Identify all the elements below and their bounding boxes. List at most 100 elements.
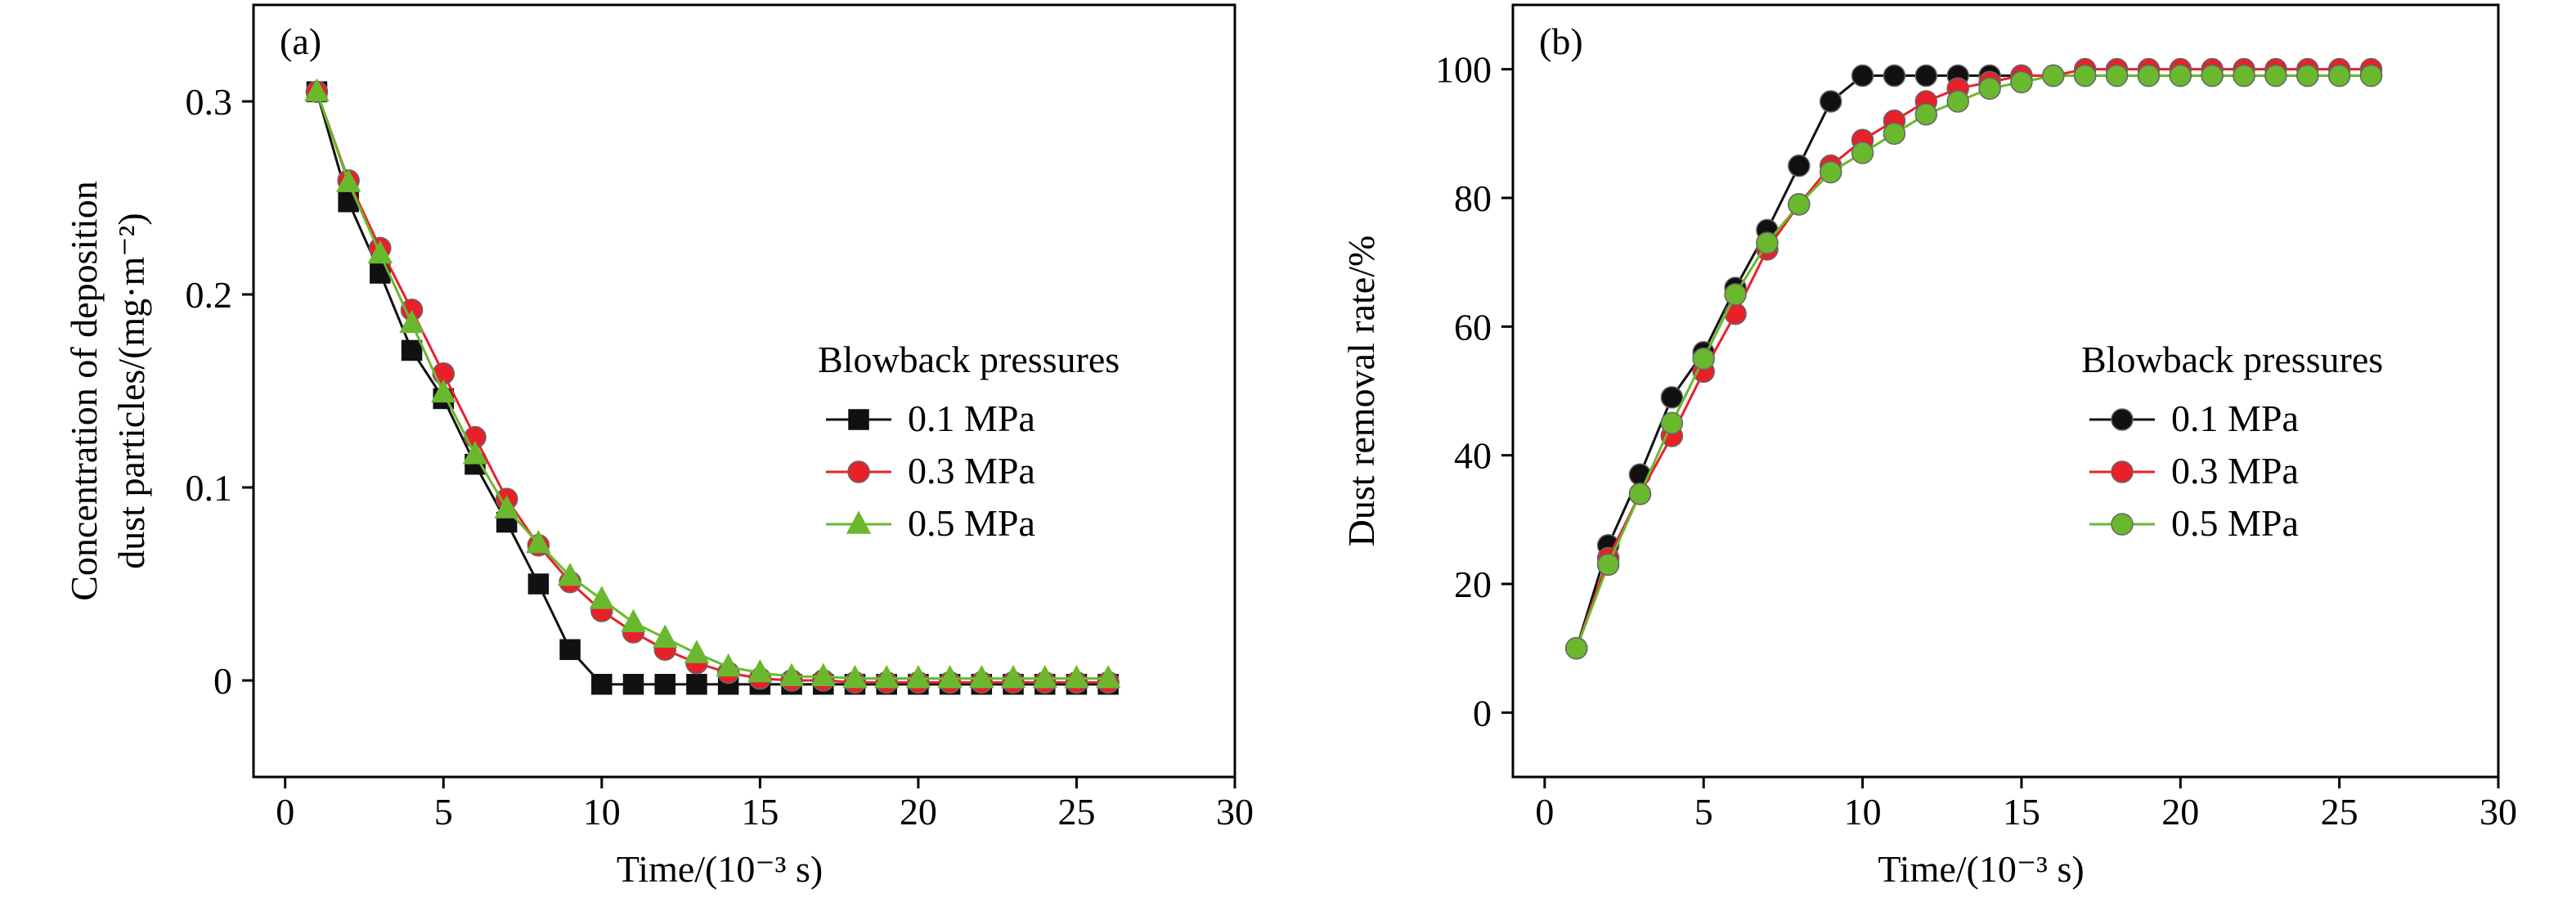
- xtick-label: 10: [1844, 791, 1882, 833]
- data-point: [2359, 64, 2383, 88]
- xtick-label: 25: [2321, 791, 2358, 833]
- data-point: [1692, 347, 1715, 370]
- data-point: [2201, 64, 2224, 88]
- y-axis-title: Concentration of deposition: [63, 181, 105, 601]
- data-point: [1978, 77, 2001, 101]
- data-point: [1628, 483, 1652, 505]
- data-point: [1660, 411, 1684, 435]
- data-point: [842, 665, 868, 689]
- data-point: [1095, 665, 1121, 689]
- xtick-label: 0: [1535, 791, 1554, 833]
- xtick-label: 5: [1694, 791, 1713, 833]
- data-point: [969, 665, 994, 689]
- data-point: [2169, 64, 2192, 88]
- data-point: [1914, 102, 1938, 126]
- data-point: [494, 495, 519, 519]
- data-point: [1064, 665, 1089, 689]
- data-point: [1819, 90, 1842, 113]
- data-point: [937, 665, 963, 689]
- xtick-label: 15: [741, 791, 779, 833]
- panel-label: (a): [280, 20, 321, 62]
- data-point: [1946, 90, 1969, 113]
- data-point: [367, 240, 393, 264]
- y-axis-title-line2: dust particles/(mg·m⁻²): [110, 213, 152, 568]
- data-point: [1851, 141, 1874, 164]
- data-point: [810, 662, 837, 687]
- ytick-label: 80: [1454, 177, 1492, 219]
- legend-title: Blowback pressures: [2081, 339, 2383, 380]
- data-point: [591, 673, 613, 695]
- data-point: [335, 168, 361, 192]
- data-point: [1596, 553, 1620, 577]
- data-point: [2073, 64, 2097, 88]
- data-point: [1724, 283, 1747, 306]
- xtick-label: 15: [2003, 791, 2040, 833]
- data-point: [779, 662, 805, 687]
- ytick-label: 0.3: [186, 81, 233, 123]
- ytick-label: 0: [1473, 692, 1492, 734]
- series-line: [315, 91, 1109, 686]
- data-point: [2327, 64, 2351, 88]
- legend-marker: [2111, 513, 2134, 536]
- legend-entry: 0.5 MPa: [908, 502, 1035, 544]
- xtick-label: 20: [900, 791, 937, 833]
- ytick-label: 40: [1454, 435, 1492, 477]
- data-point: [621, 608, 646, 632]
- data-point: [873, 665, 900, 689]
- data-point: [1032, 665, 1057, 689]
- xtick-label: 20: [2161, 791, 2199, 833]
- panel-label: (b): [1539, 20, 1583, 62]
- data-point: [304, 78, 330, 101]
- xtick-label: 10: [583, 791, 621, 833]
- data-point: [1914, 64, 1938, 88]
- panel-a: 0 5 10 15 20 25 30 0 0.1 0.2 0.3 Time/(10⁻³ s) Conce…: [63, 3, 1254, 890]
- data-point: [747, 658, 773, 683]
- xtick-label: 25: [1057, 791, 1095, 833]
- ytick-label: 60: [1454, 306, 1492, 348]
- xtick-label: 0: [276, 791, 294, 833]
- data-point: [1883, 122, 1906, 146]
- data-point: [2264, 64, 2287, 88]
- legend-entry: 0.1 MPa: [908, 397, 1035, 439]
- legend-marker: [847, 460, 870, 483]
- data-point: [622, 673, 644, 695]
- data-point: [1788, 154, 1811, 177]
- legend-entry: 0.3 MPa: [2171, 450, 2299, 492]
- legend-marker: [2111, 460, 2134, 483]
- x-axis-title: Time/(10⁻³ s): [617, 848, 823, 890]
- data-point: [2296, 64, 2319, 88]
- data-point: [2233, 64, 2255, 88]
- xtick-label: 30: [1216, 791, 1254, 833]
- data-point: [2137, 64, 2161, 88]
- data-point: [2042, 64, 2065, 88]
- plot-frame: [1511, 3, 2500, 779]
- ytick-label: 20: [1454, 563, 1492, 605]
- data-point: [462, 441, 488, 465]
- data-point: [1819, 160, 1842, 184]
- legend-title: Blowback pressures: [818, 339, 1120, 380]
- data-point: [1788, 193, 1811, 216]
- data-point: [589, 586, 615, 609]
- data-point: [1564, 636, 1588, 660]
- data-point: [654, 673, 675, 695]
- data-point: [905, 665, 931, 689]
- data-point: [526, 529, 551, 554]
- ytick-label: 0: [213, 660, 232, 702]
- data-point: [684, 640, 710, 663]
- data-point: [652, 624, 678, 648]
- legend-entry: 0.1 MPa: [2171, 397, 2299, 439]
- ytick-label: 0.1: [186, 467, 233, 509]
- data-point: [1883, 64, 1906, 88]
- data-point: [2105, 64, 2129, 88]
- data-point: [1000, 665, 1026, 689]
- data-point: [1851, 64, 1874, 88]
- data-point: [686, 673, 707, 695]
- legend-marker: [2111, 408, 2134, 431]
- data-point: [431, 379, 456, 403]
- y-axis-title: Dust removal rate/%: [1340, 236, 1382, 547]
- data-point: [716, 653, 741, 677]
- legend-entry: 0.3 MPa: [908, 450, 1035, 492]
- plot-frame: [252, 3, 1236, 779]
- data-point: [557, 562, 583, 586]
